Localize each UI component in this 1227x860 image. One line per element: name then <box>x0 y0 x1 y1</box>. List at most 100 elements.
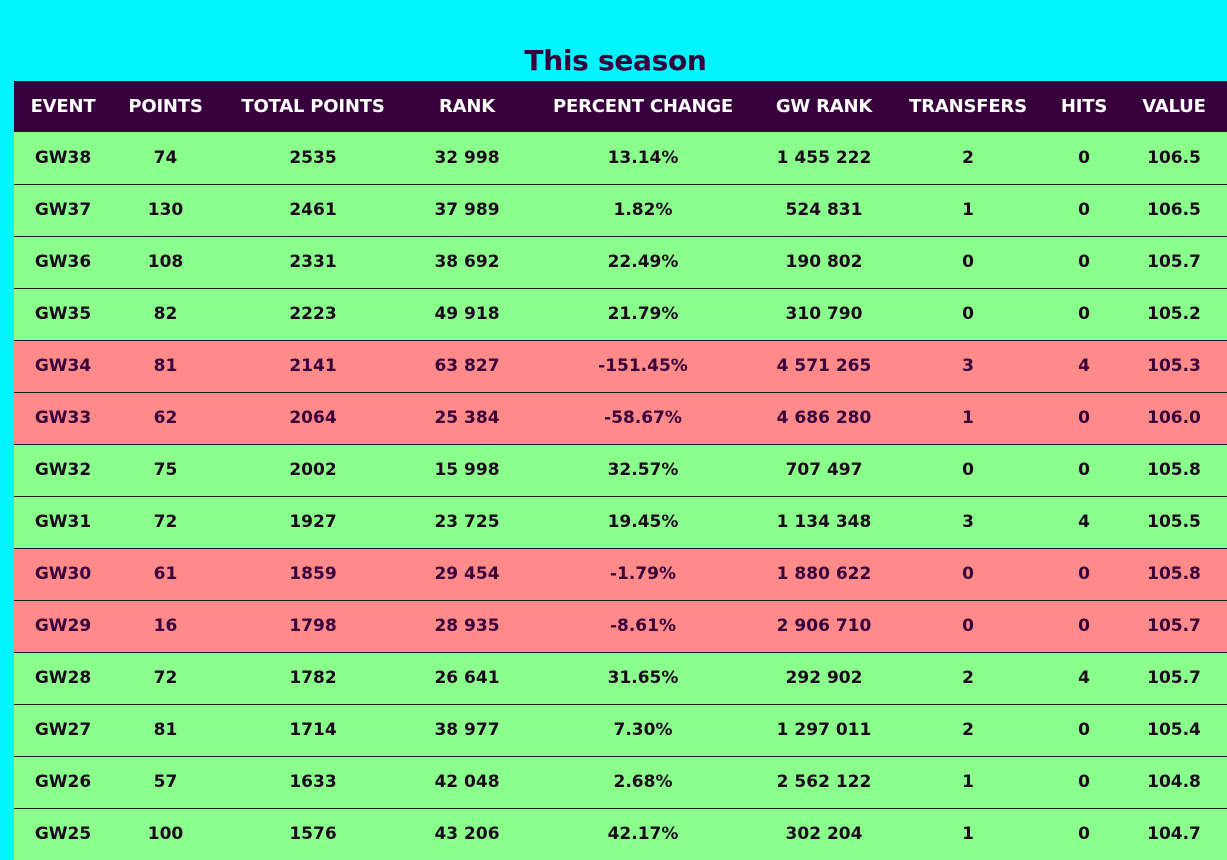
cell-gw-rank: 302 204 <box>785 824 863 845</box>
cell-transfers: 0 <box>962 252 974 272</box>
cell-percent-change: 19.45% <box>607 512 679 532</box>
table-row[interactable]: GW37 130 2461 37 989 1.82% 524 831 1 0 106.5 <box>14 184 1227 236</box>
cell-event: GW32 <box>34 460 92 480</box>
cell-rank: 15 998 <box>434 460 500 480</box>
cell-value: 106.0 <box>1147 408 1201 428</box>
cell-points: 100 <box>147 824 184 845</box>
cell-hits: 0 <box>1078 147 1090 168</box>
cell-total-points: 1633 <box>289 772 337 792</box>
cell-transfers: 0 <box>962 616 974 636</box>
column-header-event[interactable]: EVENT <box>30 96 96 117</box>
table-row[interactable]: GW32 75 2002 15 998 32.57% 707 497 0 0 105.8 <box>14 444 1227 496</box>
cell-transfers: 1 <box>962 772 974 792</box>
cell-value: 106.5 <box>1147 200 1201 220</box>
cell-rank: 23 725 <box>434 512 500 532</box>
cell-gw-rank: 524 831 <box>785 200 863 220</box>
column-header-hits[interactable]: HITS <box>1060 96 1108 117</box>
cell-hits: 0 <box>1078 252 1090 272</box>
season-history-table: EVENT POINTS TOTAL POINTS RANK PERCENT C… <box>14 81 1227 860</box>
cell-gw-rank: 292 902 <box>785 668 863 688</box>
cell-percent-change: -58.67% <box>604 408 682 428</box>
table-row[interactable]: GW36 108 2331 38 692 22.49% 190 802 0 0 105.7 <box>14 236 1227 288</box>
cell-event: GW30 <box>34 564 92 584</box>
cell-percent-change: -1.79% <box>609 564 677 584</box>
cell-percent-change: 1.82% <box>613 200 673 220</box>
table-row[interactable]: GW35 82 2223 49 918 21.79% 310 790 0 0 105.2 <box>14 288 1227 340</box>
cell-rank: 49 918 <box>434 304 500 324</box>
cell-value: 104.7 <box>1147 824 1201 845</box>
column-header-total-points[interactable]: TOTAL POINTS <box>241 96 385 117</box>
cell-percent-change: 42.17% <box>607 824 679 845</box>
table-row[interactable]: GW29 16 1798 28 935 -8.61% 2 906 710 0 0 105.7 <box>14 600 1227 652</box>
cell-event: GW28 <box>34 668 92 688</box>
cell-value: 106.5 <box>1147 147 1201 168</box>
cell-rank: 29 454 <box>434 564 500 584</box>
cell-transfers: 3 <box>962 356 974 376</box>
cell-percent-change: 13.14% <box>607 147 679 168</box>
cell-hits: 0 <box>1078 824 1090 845</box>
cell-rank: 32 998 <box>434 147 500 168</box>
cell-points: 82 <box>153 304 178 324</box>
cell-event: GW31 <box>34 512 92 532</box>
cell-points: 81 <box>153 720 178 740</box>
cell-event: GW36 <box>34 252 92 272</box>
cell-percent-change: 32.57% <box>607 460 679 480</box>
cell-total-points: 2535 <box>289 147 337 168</box>
cell-hits: 0 <box>1078 564 1090 584</box>
cell-gw-rank: 2 562 122 <box>776 772 872 792</box>
column-header-value[interactable]: VALUE <box>1142 96 1206 117</box>
table-row[interactable]: GW26 57 1633 42 048 2.68% 2 562 122 1 0 104.8 <box>14 756 1227 808</box>
table-row[interactable]: GW38 74 2535 32 998 13.14% 1 455 222 2 0 106.5 <box>14 132 1227 184</box>
column-header-transfers[interactable]: TRANSFERS <box>909 96 1027 117</box>
cell-points: 16 <box>153 616 178 636</box>
table-row[interactable]: GW33 62 2064 25 384 -58.67% 4 686 280 1 0 106.0 <box>14 392 1227 444</box>
cell-total-points: 1859 <box>289 564 337 584</box>
cell-points: 62 <box>153 408 178 428</box>
cell-gw-rank: 4 686 280 <box>776 408 872 428</box>
cell-percent-change: 2.68% <box>613 772 673 792</box>
cell-hits: 0 <box>1078 200 1090 220</box>
column-header-percent-change[interactable]: PERCENT CHANGE <box>552 96 733 117</box>
cell-transfers: 3 <box>962 512 974 532</box>
cell-transfers: 1 <box>962 200 974 220</box>
cell-value: 105.8 <box>1147 564 1201 584</box>
cell-total-points: 2002 <box>289 460 337 480</box>
cell-gw-rank: 310 790 <box>785 304 863 324</box>
cell-total-points: 1714 <box>289 720 337 740</box>
cell-transfers: 0 <box>962 460 974 480</box>
cell-value: 105.4 <box>1147 720 1201 740</box>
cell-rank: 63 827 <box>434 356 500 376</box>
cell-percent-change: 21.79% <box>607 304 679 324</box>
cell-rank: 37 989 <box>434 200 500 220</box>
table-row[interactable]: GW31 72 1927 23 725 19.45% 1 134 348 3 4 105.5 <box>14 496 1227 548</box>
table-body: GW38 74 2535 32 998 13.14% 1 455 222 2 0 106.5 GW… <box>14 132 1227 860</box>
cell-points: 75 <box>153 460 178 480</box>
cell-rank: 38 977 <box>434 720 500 740</box>
cell-gw-rank: 4 571 265 <box>776 356 872 376</box>
table-row[interactable]: GW28 72 1782 26 641 31.65% 292 902 2 4 105.7 <box>14 652 1227 704</box>
column-header-gw-rank[interactable]: GW RANK <box>775 96 873 117</box>
column-header-rank[interactable]: RANK <box>438 96 495 117</box>
column-header-points[interactable]: POINTS <box>128 96 203 117</box>
cell-transfers: 1 <box>962 824 974 845</box>
cell-value: 105.8 <box>1147 460 1201 480</box>
cell-hits: 4 <box>1078 512 1090 532</box>
table-row[interactable]: GW34 81 2141 63 827 -151.45% 4 571 265 3 4 105.3 <box>14 340 1227 392</box>
cell-total-points: 1576 <box>289 824 337 845</box>
cell-total-points: 2141 <box>289 356 337 376</box>
cell-rank: 28 935 <box>434 616 500 636</box>
cell-transfers: 2 <box>962 147 974 168</box>
cell-event: GW25 <box>34 824 92 845</box>
cell-gw-rank: 1 134 348 <box>776 512 872 532</box>
cell-transfers: 0 <box>962 304 974 324</box>
table-row[interactable]: GW27 81 1714 38 977 7.30% 1 297 011 2 0 105.4 <box>14 704 1227 756</box>
cell-gw-rank: 2 906 710 <box>776 616 872 636</box>
table-row[interactable]: GW25 100 1576 43 206 42.17% 302 204 1 0 104.7 <box>14 808 1227 860</box>
cell-total-points: 1782 <box>289 668 337 688</box>
cell-transfers: 1 <box>962 408 974 428</box>
table-row[interactable]: GW30 61 1859 29 454 -1.79% 1 880 622 0 0 105.8 <box>14 548 1227 600</box>
cell-hits: 4 <box>1078 356 1090 376</box>
cell-event: GW35 <box>34 304 92 324</box>
cell-points: 108 <box>147 252 184 272</box>
cell-rank: 38 692 <box>434 252 500 272</box>
